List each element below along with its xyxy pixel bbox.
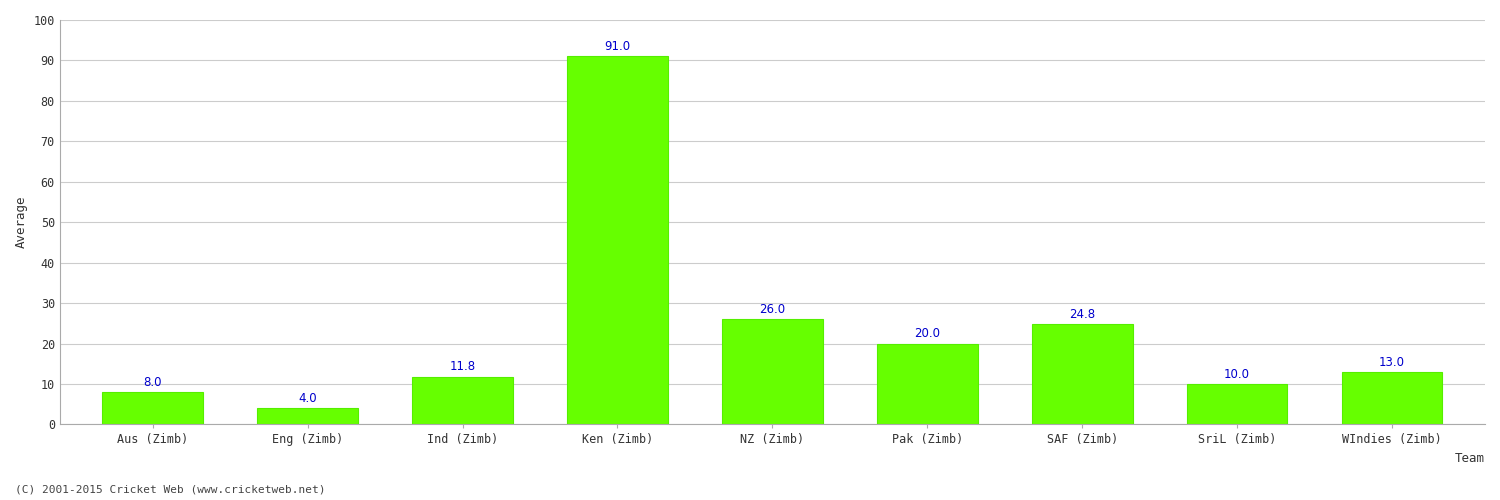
Text: 8.0: 8.0 bbox=[144, 376, 162, 389]
Bar bbox=[1186, 384, 1287, 424]
Y-axis label: Average: Average bbox=[15, 196, 28, 248]
Text: 26.0: 26.0 bbox=[759, 303, 786, 316]
Bar bbox=[722, 320, 822, 424]
Bar bbox=[258, 408, 358, 424]
Bar bbox=[567, 56, 668, 424]
Text: 13.0: 13.0 bbox=[1378, 356, 1406, 368]
Text: 24.8: 24.8 bbox=[1070, 308, 1095, 321]
X-axis label: Team: Team bbox=[1455, 452, 1485, 465]
Bar bbox=[102, 392, 202, 424]
Text: 10.0: 10.0 bbox=[1224, 368, 1250, 380]
Text: 11.8: 11.8 bbox=[450, 360, 476, 374]
Bar bbox=[413, 376, 513, 424]
Bar bbox=[1341, 372, 1443, 424]
Text: 91.0: 91.0 bbox=[604, 40, 630, 53]
Text: (C) 2001-2015 Cricket Web (www.cricketweb.net): (C) 2001-2015 Cricket Web (www.cricketwe… bbox=[15, 485, 326, 495]
Bar bbox=[1032, 324, 1132, 424]
Text: 4.0: 4.0 bbox=[298, 392, 316, 405]
Bar bbox=[878, 344, 978, 424]
Text: 20.0: 20.0 bbox=[915, 328, 940, 340]
